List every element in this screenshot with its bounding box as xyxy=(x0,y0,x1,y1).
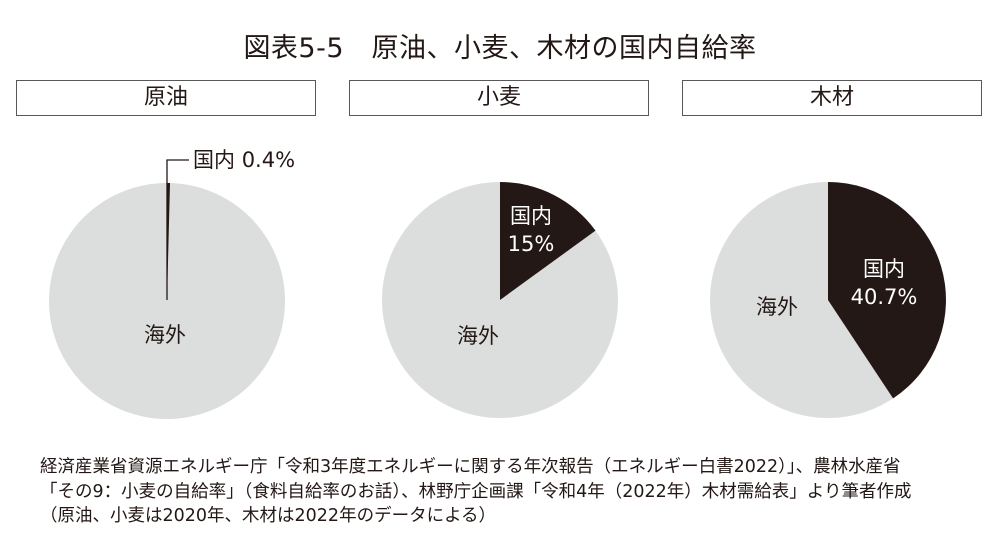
wheat-overseas-label: 海外 xyxy=(457,324,499,348)
timber-overseas-label: 海外 xyxy=(756,295,798,319)
pie-slice-domestic xyxy=(500,181,596,300)
source-line-2: 「その9：小麦の自給率」（食料自給率のお話）、林野庁企画課「令和4年（2022年… xyxy=(40,481,912,502)
panel-header-timber: 木材 xyxy=(682,80,982,116)
pie-wheat xyxy=(382,181,618,418)
wheat-domestic-label: 国内 xyxy=(510,204,552,228)
source-line-1: 経済産業省資源エネルギー庁「令和3年度エネルギーに関する年次報告（エネルギー白書… xyxy=(40,457,901,477)
source-line-3: （原油、小麦は2020年、木材は2022年のデータによる） xyxy=(40,506,497,526)
timber-domestic-value: 40.7% xyxy=(850,285,918,309)
pie-crude-oil xyxy=(49,159,285,419)
crude-oil-overseas-label: 海外 xyxy=(144,323,186,347)
leader-line xyxy=(166,159,189,300)
source-note: 経済産業省資源エネルギー庁「令和3年度エネルギーに関する年次報告（エネルギー白書… xyxy=(40,455,980,529)
pie-slice-domestic xyxy=(167,182,170,301)
figure-title: 図表5-5 原油、小麦、木材の国内自給率 xyxy=(243,33,757,64)
domestic-value-text: 0.4% xyxy=(241,148,296,172)
panel-header-crude-oil: 原油 xyxy=(16,80,316,116)
panel-header-wheat: 小麦 xyxy=(349,80,649,116)
pie-timber xyxy=(710,182,946,418)
crude-oil-domestic-label: 国内 0.4% xyxy=(193,147,295,173)
wheat-domestic-value: 15% xyxy=(507,232,555,256)
timber-domestic-label: 国内 xyxy=(863,257,905,281)
pie-slice-domestic xyxy=(828,182,946,399)
domestic-label-text: 国内 xyxy=(193,148,235,172)
